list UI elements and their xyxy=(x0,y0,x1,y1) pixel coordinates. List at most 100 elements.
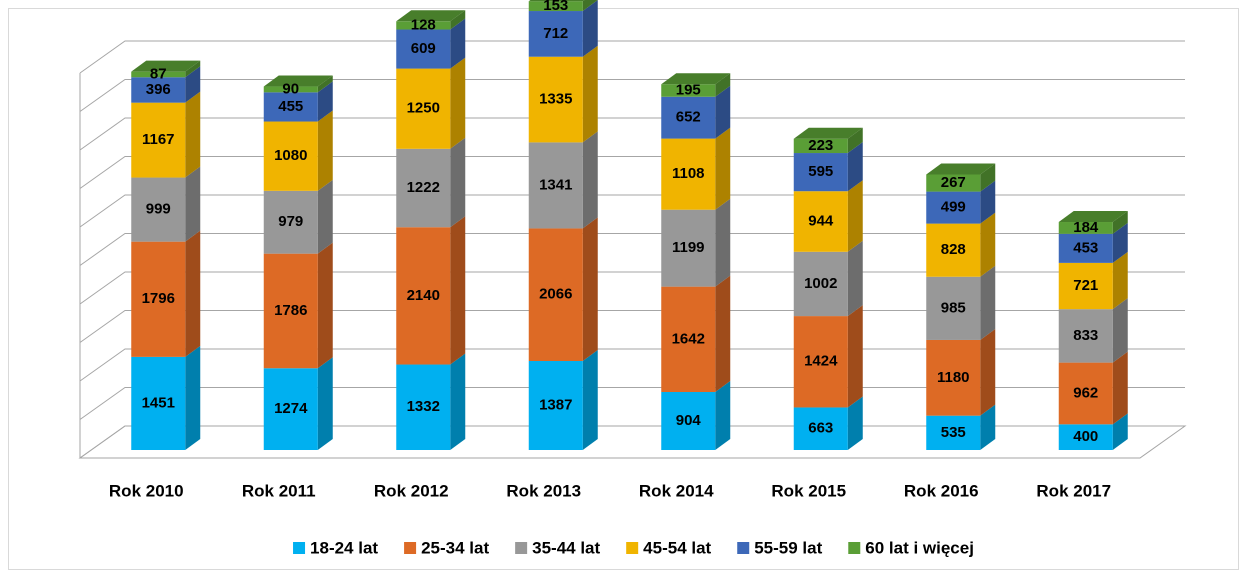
data-label: 721 xyxy=(1073,277,1098,294)
bar-side xyxy=(847,240,863,317)
bar xyxy=(528,56,583,143)
data-label: 455 xyxy=(278,98,303,115)
data-label: 1335 xyxy=(539,91,572,108)
legend-swatch xyxy=(626,542,639,554)
data-label: 128 xyxy=(411,16,436,33)
bar xyxy=(263,190,318,254)
legend-swatch xyxy=(404,542,417,554)
bar-side xyxy=(450,216,466,365)
bar xyxy=(793,316,848,408)
bar xyxy=(1058,424,1113,450)
x-tick-label: Rok 2014 xyxy=(639,481,714,500)
bar-side xyxy=(1112,413,1128,450)
bar-side xyxy=(1112,298,1128,363)
bar xyxy=(926,174,981,192)
bar-side xyxy=(582,217,598,362)
bar xyxy=(131,177,186,242)
bar-side xyxy=(980,212,996,277)
bar xyxy=(528,1,583,12)
data-label: 999 xyxy=(146,201,171,218)
data-label: 184 xyxy=(1073,219,1099,236)
data-label: 1222 xyxy=(407,179,440,196)
data-label: 453 xyxy=(1073,239,1098,256)
bar xyxy=(793,407,848,450)
data-label: 985 xyxy=(941,299,966,316)
bar-side xyxy=(980,180,996,224)
data-label: 904 xyxy=(676,412,702,429)
bar xyxy=(661,209,716,287)
bar xyxy=(926,415,981,450)
bar-side xyxy=(582,0,598,57)
bar xyxy=(661,286,716,392)
bar xyxy=(661,391,716,450)
data-label: 1199 xyxy=(672,239,705,256)
bar xyxy=(396,29,451,69)
legend-swatch xyxy=(293,542,306,554)
bar-side xyxy=(980,163,996,192)
bar xyxy=(1058,262,1113,310)
bar xyxy=(396,364,451,450)
bar xyxy=(1058,362,1113,425)
bar xyxy=(793,138,848,154)
data-label: 595 xyxy=(808,163,833,180)
bar xyxy=(131,241,186,357)
bar xyxy=(396,68,451,149)
bar-side xyxy=(1112,351,1128,425)
data-label: 400 xyxy=(1073,428,1098,445)
bar-side xyxy=(980,328,996,416)
bar xyxy=(263,86,318,93)
bar-side xyxy=(980,265,996,340)
bar xyxy=(528,11,583,57)
bar-side xyxy=(980,404,996,450)
bar-top xyxy=(793,127,863,139)
legend-swatch xyxy=(848,542,861,554)
x-tick-label: Rok 2017 xyxy=(1036,481,1111,500)
data-label: 1451 xyxy=(142,394,175,411)
data-label: 1387 xyxy=(539,396,572,413)
bar xyxy=(661,138,716,210)
bar xyxy=(263,368,318,450)
data-label: 1180 xyxy=(937,369,970,386)
data-label: 267 xyxy=(941,174,966,191)
data-label: 1080 xyxy=(274,147,307,164)
data-label: 223 xyxy=(808,137,833,154)
data-label: 2140 xyxy=(407,287,440,304)
bar-side xyxy=(450,10,466,30)
data-label: 609 xyxy=(411,40,436,57)
bar xyxy=(926,191,981,224)
legend-label: 18-24 lat xyxy=(310,538,378,557)
legend-swatch xyxy=(515,542,528,554)
x-tick-label: Rok 2015 xyxy=(771,481,846,500)
x-tick-label: Rok 2016 xyxy=(904,481,979,500)
legend-label: 35-44 lat xyxy=(532,538,600,557)
data-label: 979 xyxy=(278,213,303,230)
bar-side xyxy=(185,91,201,178)
bar-side xyxy=(715,380,731,450)
bar-side xyxy=(185,60,201,78)
data-label: 1332 xyxy=(407,398,440,415)
bar-side xyxy=(185,66,201,103)
bar xyxy=(131,77,186,103)
x-tick-label: Rok 2010 xyxy=(109,481,184,500)
bar xyxy=(793,153,848,192)
bar xyxy=(1058,233,1113,263)
bar xyxy=(1058,309,1113,363)
data-label: 499 xyxy=(941,199,966,216)
data-label: 1167 xyxy=(142,131,175,148)
bar-side xyxy=(317,242,333,369)
bar-side xyxy=(847,142,863,192)
bar xyxy=(131,356,186,450)
data-label: 1786 xyxy=(274,302,307,319)
bar-side xyxy=(715,73,731,97)
bar xyxy=(661,84,716,97)
bar-side xyxy=(1112,222,1128,263)
bar-side xyxy=(582,131,598,229)
bar-side xyxy=(317,110,333,191)
bar-side xyxy=(1112,251,1128,310)
data-label: 833 xyxy=(1073,327,1098,344)
bar xyxy=(661,96,716,139)
bar xyxy=(1058,222,1113,234)
x-tick-label: Rok 2011 xyxy=(242,481,316,500)
data-label: 1002 xyxy=(804,275,837,292)
